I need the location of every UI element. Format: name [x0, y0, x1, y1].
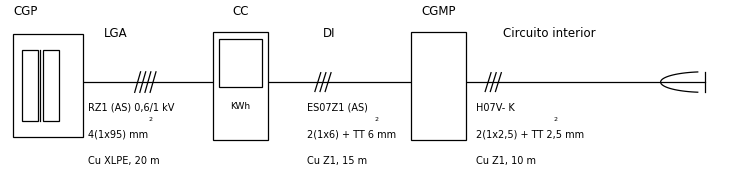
Text: KWh: KWh: [230, 102, 250, 111]
Text: RZ1 (AS) 0,6/1 kV: RZ1 (AS) 0,6/1 kV: [88, 103, 175, 113]
Text: CC: CC: [232, 5, 249, 18]
Text: 2: 2: [148, 117, 152, 122]
Text: 2(1x2,5) + TT 2,5 mm: 2(1x2,5) + TT 2,5 mm: [476, 129, 584, 139]
Text: Cu Z1, 15 m: Cu Z1, 15 m: [307, 156, 367, 166]
Text: 2(1x6) + TT 6 mm: 2(1x6) + TT 6 mm: [307, 129, 396, 139]
Text: H07V- K: H07V- K: [476, 103, 515, 113]
Bar: [213, 32, 268, 140]
Text: CGP: CGP: [13, 5, 37, 18]
Text: Circuito interior: Circuito interior: [503, 27, 595, 40]
Bar: [411, 32, 466, 140]
Text: Cu XLPE, 20 m: Cu XLPE, 20 m: [88, 156, 160, 166]
Bar: [22, 50, 38, 121]
Text: ES07Z1 (AS): ES07Z1 (AS): [307, 103, 368, 113]
Bar: [43, 50, 59, 121]
Text: 4(1x95) mm: 4(1x95) mm: [88, 129, 148, 139]
Text: CGMP: CGMP: [421, 5, 456, 18]
Bar: [219, 39, 262, 87]
Text: LGA: LGA: [104, 27, 128, 40]
Bar: [13, 34, 83, 137]
Text: DI: DI: [323, 27, 336, 40]
Text: 2: 2: [553, 117, 557, 122]
Text: Cu Z1, 10 m: Cu Z1, 10 m: [476, 156, 536, 166]
Text: 2: 2: [374, 117, 378, 122]
